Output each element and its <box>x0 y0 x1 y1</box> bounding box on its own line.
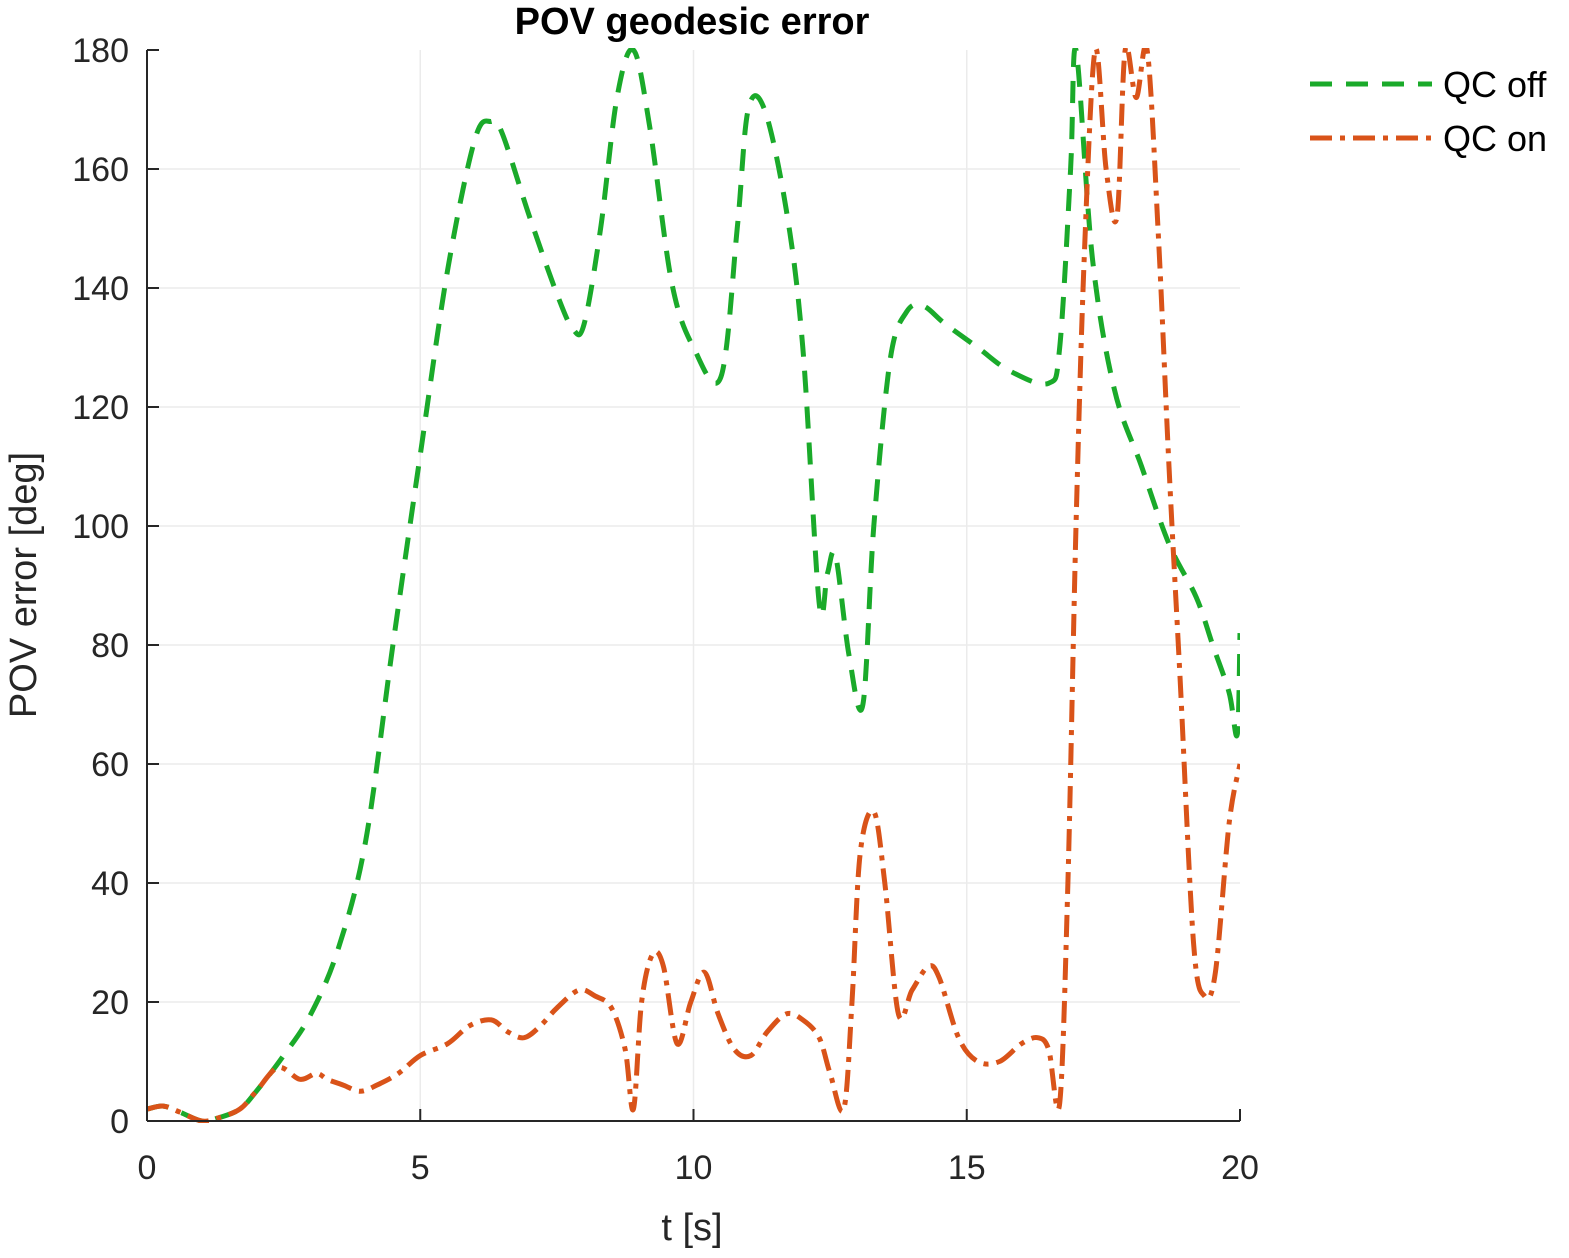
x-tick-label: 5 <box>411 1149 430 1187</box>
axes <box>146 49 1241 1122</box>
grid-lines <box>147 50 1240 1121</box>
x-tick-label: 10 <box>675 1149 713 1187</box>
x-tick-label: 0 <box>138 1149 157 1187</box>
y-tick-label: 80 <box>91 627 129 665</box>
x-axis-label: t [s] <box>661 1207 722 1249</box>
y-tick-label: 40 <box>91 865 129 903</box>
y-axis-label: POV error [deg] <box>3 452 45 718</box>
legend-label-qc-on: QC on <box>1443 118 1547 159</box>
y-tick-label: 0 <box>110 1103 129 1141</box>
y-tick-label: 180 <box>72 32 129 70</box>
legend: QC off QC on <box>1310 64 1547 159</box>
y-tick-label: 100 <box>72 508 129 546</box>
y-tick-label: 160 <box>72 151 129 189</box>
y-tick-label: 140 <box>72 270 129 308</box>
tick-labels: 0 5 10 15 20 0 20 40 60 80 100 120 140 160 180 <box>72 32 1259 1187</box>
legend-label-qc-off: QC off <box>1443 64 1547 105</box>
x-tick-label: 15 <box>948 1149 986 1187</box>
y-tick-label: 20 <box>91 984 129 1022</box>
y-tick-label: 120 <box>72 389 129 427</box>
series-line-qc-off <box>147 48 1240 1123</box>
series-line-qc-on <box>147 48 1240 1123</box>
x-tick-label: 20 <box>1221 1149 1259 1187</box>
y-tick-label: 60 <box>91 746 129 784</box>
chart-title: POV geodesic error <box>515 1 870 43</box>
series-lines <box>147 48 1240 1123</box>
